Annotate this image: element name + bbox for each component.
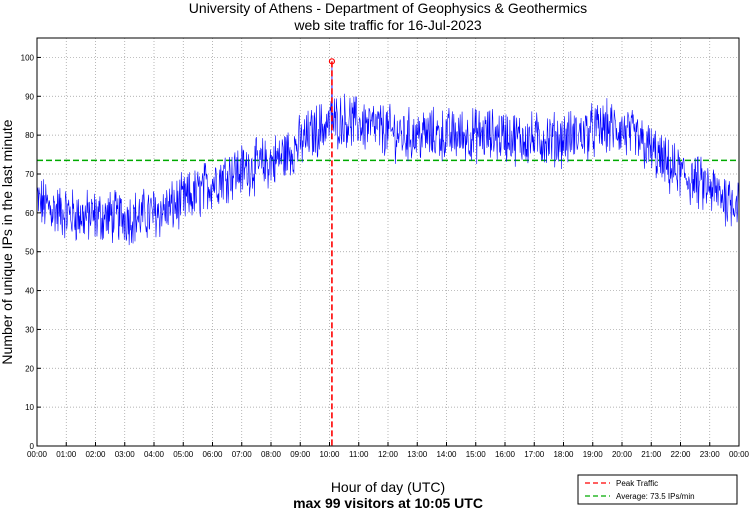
traffic-series — [36, 61, 740, 246]
x-tick-label: 03:00 — [115, 450, 136, 459]
x-tick-label: 19:00 — [583, 450, 604, 459]
x-tick-label: 15:00 — [466, 450, 487, 459]
x-tick-label: 12:00 — [378, 450, 399, 459]
x-tick-label: 16:00 — [495, 450, 516, 459]
x-tick-label: 18:00 — [553, 450, 574, 459]
y-tick-label: 40 — [25, 287, 34, 296]
x-tick-label: 17:00 — [524, 450, 545, 459]
y-axis-ticks: 0 10 20 30 40 50 60 70 80 90 100 — [21, 53, 41, 451]
x-tick-label: 13:00 — [407, 450, 428, 459]
x-tick-label: 11:00 — [349, 450, 369, 459]
x-tick-label: 21:00 — [641, 450, 662, 459]
x-tick-label: 09:00 — [290, 450, 311, 459]
y-tick-label: 0 — [30, 442, 35, 451]
peak-marker — [328, 58, 336, 446]
x-tick-label: 14:00 — [436, 450, 457, 459]
x-tick-label: 00:00 — [729, 450, 750, 459]
x-tick-label: 02:00 — [85, 450, 106, 459]
peak-point — [328, 58, 336, 65]
y-axis-label: Number of unique IPs in the last minute — [0, 119, 15, 364]
y-tick-label: 90 — [25, 92, 34, 101]
chart-subtitle: web site traffic for 16-Jul-2023 — [293, 17, 481, 33]
x-tick-label: 06:00 — [202, 450, 223, 459]
x-tick-label: 10:00 — [319, 450, 340, 459]
y-tick-label: 10 — [25, 403, 34, 412]
footer-max-text: max 99 visitors at 10:05 UTC — [293, 495, 483, 511]
x-tick-label: 20:00 — [612, 450, 633, 459]
traffic-line — [36, 61, 740, 246]
x-tick-label: 05:00 — [173, 450, 194, 459]
x-tick-label: 00:00 — [27, 450, 48, 459]
y-tick-label: 60 — [25, 209, 34, 218]
y-tick-label: 100 — [21, 53, 35, 62]
y-tick-label: 30 — [25, 325, 34, 334]
x-tick-label: 01:00 — [56, 450, 77, 459]
chart-title: University of Athens - Department of Geo… — [189, 0, 587, 16]
x-axis-label: Hour of day (UTC) — [331, 479, 445, 495]
x-tick-label: 07:00 — [232, 450, 253, 459]
grid-lines — [37, 38, 739, 446]
y-tick-label: 80 — [25, 131, 34, 140]
x-tick-label: 08:00 — [261, 450, 282, 459]
x-tick-label: 22:00 — [670, 450, 691, 459]
y-tick-label: 50 — [25, 248, 34, 257]
x-axis-ticks: 00:00 01:00 02:00 03:00 04:00 05:00 06:00 07:00… — [27, 442, 750, 459]
legend-average-label: Average: 73.5 IPs/min — [616, 492, 695, 501]
legend-peak-label: Peak Traffic — [616, 479, 658, 488]
y-tick-label: 20 — [25, 364, 34, 373]
x-tick-label: 04:00 — [144, 450, 165, 459]
legend-box — [577, 474, 738, 505]
legend: Peak Traffic Average: 73.5 IPs/min — [577, 474, 738, 505]
x-tick-label: 23:00 — [700, 450, 721, 459]
y-tick-label: 70 — [25, 170, 34, 179]
